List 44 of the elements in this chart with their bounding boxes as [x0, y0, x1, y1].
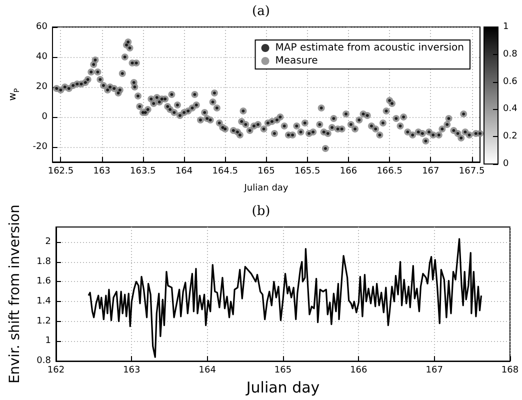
y-tick-label: 1.2 [36, 316, 51, 326]
x-tick-label: 168 [501, 366, 519, 376]
x-tick-label: 167 [422, 166, 440, 176]
x-tick-label: 165 [258, 166, 275, 176]
x-tick-label: 164 [175, 166, 193, 176]
x-tick-label: 163 [93, 166, 110, 176]
y-tick-label: 20 [36, 82, 48, 92]
x-tick-label: 162.5 [48, 166, 74, 176]
legend-label: Measure [275, 56, 318, 66]
x-tick-label: 164.5 [212, 166, 238, 176]
y-tick-label: -20 [32, 142, 48, 152]
y-tick-label: 60 [36, 22, 48, 32]
x-tick-label: 163.5 [130, 166, 156, 176]
x-tick-label: 167 [426, 366, 443, 376]
color-bar-label: 0.4 [503, 104, 518, 114]
line-series [88, 238, 482, 358]
y-tick-label: 0 [42, 112, 48, 122]
y-tick-label: 1.6 [36, 276, 52, 287]
color-bar-label: 0.8 [503, 49, 518, 60]
legend-label: MAP estimate from acoustic inversion [275, 42, 464, 54]
x-axis-title: Julian day [243, 184, 289, 194]
y-tick-label: 40 [36, 52, 48, 62]
color-bar-label: 0.6 [503, 76, 518, 87]
y-tick-label: 1.4 [36, 296, 52, 306]
color-bar-label: 0 [503, 159, 509, 169]
chart-title: (a) [252, 4, 270, 19]
x-tick-label: 166 [340, 166, 358, 176]
color-bar-label: 0.2 [503, 132, 518, 142]
x-tick-label: 166 [350, 366, 368, 376]
x-axis-title: Julian day [245, 378, 320, 396]
chart-title: (b) [252, 204, 270, 219]
x-tick-label: 167.5 [458, 166, 485, 176]
y-tick-label: 2 [45, 236, 51, 247]
y-axis-title: Envir. shift from inversion [7, 204, 23, 384]
x-tick-label: 163 [123, 366, 140, 376]
x-tick-label: 165.5 [294, 166, 320, 176]
x-tick-label: 165 [274, 366, 292, 376]
x-tick-label: 162 [47, 366, 65, 376]
y-tick-label: 1.8 [36, 256, 52, 267]
color-bar-label: 1 [503, 22, 509, 32]
y-tick-label: 1 [45, 336, 51, 346]
x-tick-label: 164 [198, 366, 216, 376]
y-tick-label: 0.8 [36, 356, 52, 366]
x-tick-label: 166.5 [376, 166, 402, 176]
